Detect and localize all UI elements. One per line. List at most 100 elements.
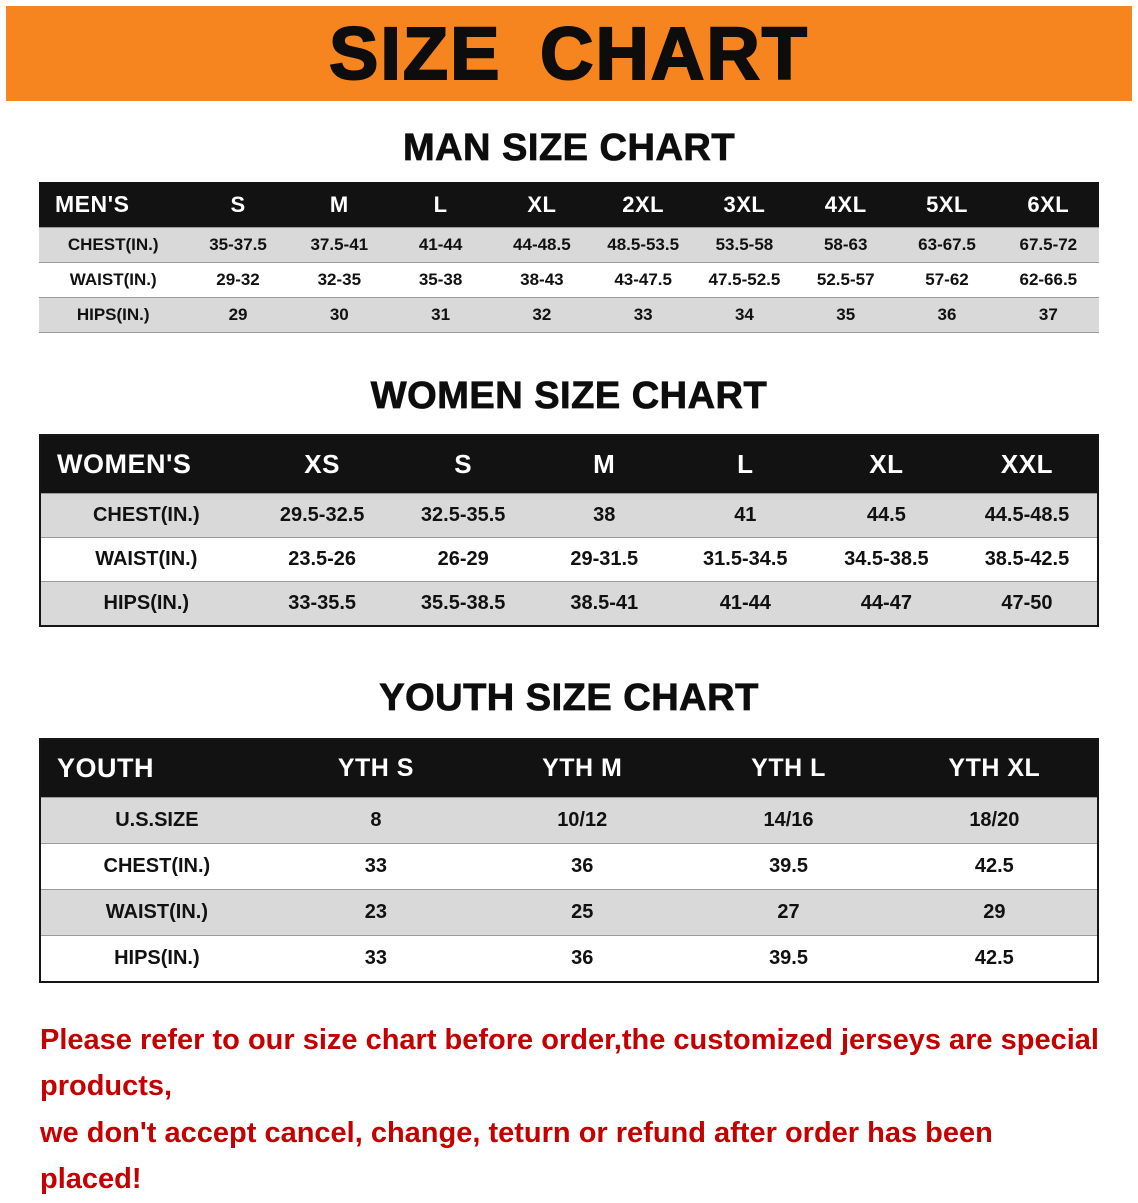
size-value: 35-37.5 [209,235,267,254]
size-column-header: 2XL [592,182,694,228]
size-value: 52.5-57 [816,270,875,289]
size-column-header: YTH XL [891,739,1098,798]
size-value: 23.5-26 [288,548,357,570]
row-label: HIPS(IN.) [114,947,200,969]
size-column-header: YTH M [479,739,686,798]
man-size-chart-title: MAN SIZE CHART [402,127,736,170]
measurement-row: CHEST(IN.) 35-37.5 37.5-41 41-44 44-48.5 48.5… [39,227,1099,263]
measurement-row: HIPS(IN.) 29 30 31 32 33 34 35 36 37 [39,297,1099,333]
size-value: 35-38 [418,270,463,289]
row-label: HIPS(IN.) [76,305,150,324]
measurement-row: HIPS(IN.) 33 36 39.5 42.5 [40,935,1098,982]
size-column-header: L [389,182,492,228]
women-size-table: WOMEN'S XS S M L XL XXL CHEST(IN.) 29.5-32.5 32.5… [39,434,1099,627]
size-column-header: YTH S [272,739,480,798]
size-column-header: 6XL [997,182,1099,228]
row-label: HIPS(IN.) [103,592,190,614]
size-value: 25 [571,901,594,923]
size-column-header: M [288,182,390,228]
size-value: 33 [364,855,388,877]
size-value: 32 [532,305,552,324]
size-chart-page: SIZE CHART MAN SIZE CHART MEN'S S M L XL 2XL 3… [0,6,1138,1203]
size-value: 37 [1038,305,1058,324]
size-value: 14/16 [763,809,814,831]
row-label: WAIST(IN.) [105,901,208,923]
size-value: 35 [836,305,856,324]
row-label: U.S.SIZE [115,809,199,831]
size-value: 31 [431,305,451,324]
size-value: 18/20 [969,809,1020,831]
size-value: 29.5-32.5 [279,504,365,526]
size-column-header: XL [491,182,593,228]
size-value: 62-66.5 [1019,270,1078,289]
notice-line-2: we don't accept cancel, change, teturn o… [40,1116,993,1196]
size-value: 36 [571,947,594,969]
row-label: CHEST(IN.) [67,235,159,254]
table-header-row: MEN'S S M L XL 2XL 3XL 4XL 5XL 6XL [39,182,1099,228]
measurement-row: CHEST(IN.) 33 36 39.5 42.5 [40,843,1098,890]
notice-line-1: Please refer to our size chart before or… [40,1024,1099,1103]
size-column-header: XL [815,435,957,494]
size-column-header: M [533,435,675,494]
size-value: 42.5 [974,855,1014,877]
size-value: 38.5-41 [570,592,639,614]
size-value: 39.5 [769,947,808,969]
size-value: 27 [777,901,800,923]
size-column-header: YTH L [685,739,892,798]
page-title: SIZE CHART [328,11,809,95]
size-value: 37.5-41 [310,235,369,254]
size-column-header: L [674,435,816,494]
size-value: 33 [633,305,653,324]
size-value: 36 [571,855,594,877]
size-value: 41-44 [418,235,463,254]
size-value: 32-35 [317,270,362,289]
size-value: 36 [937,305,957,324]
size-value: 44.5-48.5 [984,504,1070,526]
size-value: 38.5-42.5 [984,548,1070,570]
size-column-header: XS [251,435,393,494]
table-corner-label: MEN'S [39,182,188,228]
row-label: WAIST(IN.) [69,270,157,289]
size-value: 30 [329,305,349,324]
size-value: 38 [593,504,616,526]
size-value: 39.5 [769,855,808,877]
size-value: 10/12 [557,809,608,831]
measurement-row: HIPS(IN.) 33-35.5 35.5-38.5 38.5-41 41-44 44-… [40,581,1098,626]
table-corner-label: YOUTH [40,739,273,798]
measurement-row: WAIST(IN.) 23.5-26 26-29 29-31.5 31.5-34.5 34… [40,537,1098,582]
size-value: 53.5-58 [715,235,774,254]
size-value: 34.5-38.5 [844,548,929,570]
man-size-table: MEN'S S M L XL 2XL 3XL 4XL 5XL 6XL CHEST(IN.) 35-37… [39,182,1099,333]
size-column-header: XXL [956,435,1098,494]
measurement-row: WAIST(IN.) 29-32 32-35 35-38 38-43 43-47.5 47.… [39,262,1099,298]
size-value: 29-31.5 [570,548,639,570]
size-value: 33-35.5 [288,592,357,614]
size-value: 29 [983,901,1006,923]
youth-size-chart-title: YOUTH SIZE CHART [379,677,759,720]
size-value: 43-47.5 [614,270,672,289]
row-label: WAIST(IN.) [95,548,198,570]
size-value: 33 [364,947,388,969]
row-label: CHEST(IN.) [103,855,211,877]
size-value: 31.5-34.5 [703,548,788,570]
youth-size-table: YOUTH YTH S YTH M YTH L YTH XL U.S.SIZE 8 10/12… [39,738,1099,983]
man-size-chart-section: MAN SIZE CHART MEN'S S M L XL 2XL 3XL 4XL 5XL 6XL… [0,127,1138,333]
row-label: CHEST(IN.) [92,504,200,526]
size-value: 38-43 [520,270,564,289]
size-value: 26-29 [437,548,489,570]
size-value: 42.5 [974,947,1014,969]
size-value: 48.5-53.5 [607,235,680,254]
size-column-header: 4XL [795,182,897,228]
size-column-header: 5XL [896,182,998,228]
women-size-chart-title: WOMEN SIZE CHART [370,375,768,418]
size-value: 44.5 [866,504,906,526]
size-value: 58-63 [823,235,868,254]
size-column-header: 3XL [693,182,796,228]
measurement-row: WAIST(IN.) 23 25 27 29 [40,889,1098,936]
table-corner-label: WOMEN'S [40,435,252,494]
size-value: 29 [228,305,248,324]
measurement-row: U.S.SIZE 8 10/12 14/16 18/20 [40,797,1098,844]
measurement-row: CHEST(IN.) 29.5-32.5 32.5-35.5 38 41 44.5 44.5… [40,493,1098,538]
size-value: 23 [364,901,388,923]
size-value: 47-50 [1001,592,1053,614]
